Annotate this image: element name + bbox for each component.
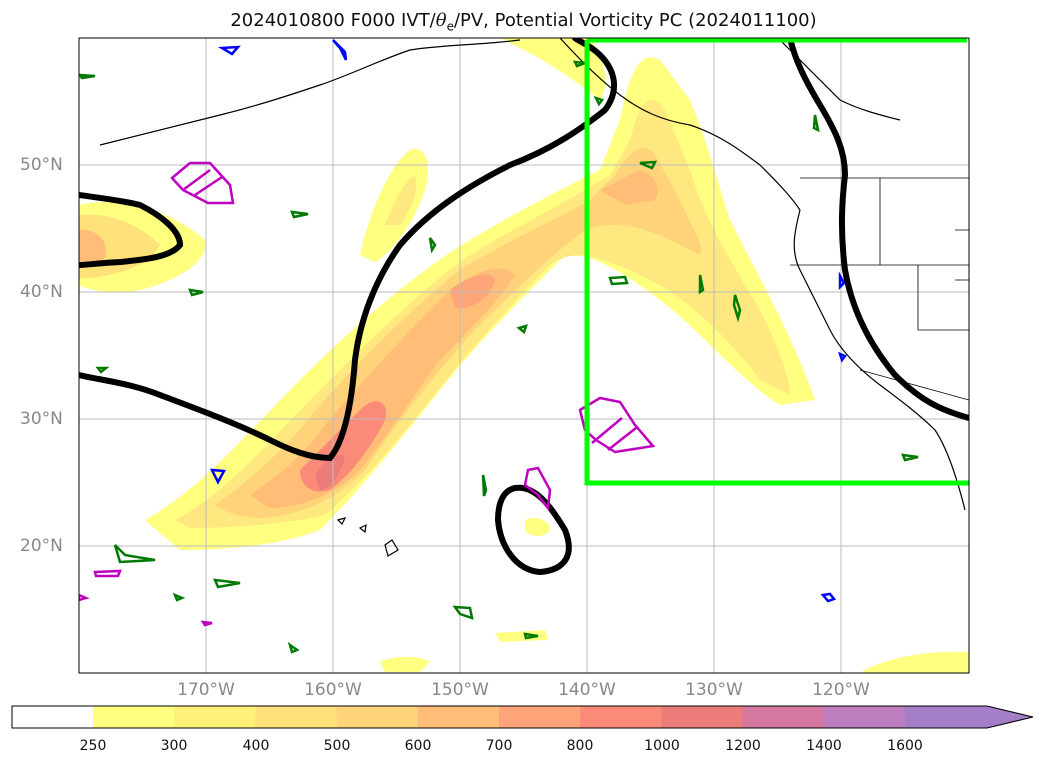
focus-region-box [584, 38, 969, 486]
colorbar-label: 300 [160, 738, 188, 754]
map-frame [78, 37, 970, 674]
lon-label-140w: 140°W [558, 680, 616, 700]
lon-label-160w: 160°W [304, 680, 362, 700]
pv-contours-green [79, 60, 919, 654]
colorbar-label: 500 [323, 738, 351, 754]
ivt-shading [79, 38, 969, 673]
colorbar-label: 1000 [644, 738, 680, 754]
lat-label-30n: 30°N [20, 409, 63, 429]
colorbar-segment [93, 706, 175, 728]
colorbar-label: 1400 [806, 738, 842, 754]
colorbar-segment [742, 706, 825, 728]
lon-label-170w: 170°W [177, 680, 235, 700]
plot-title: 2024010800 F000 IVT/θe/PV, Potential Vor… [230, 10, 817, 34]
colorbar-label: 1200 [725, 738, 761, 754]
state-borders [790, 177, 969, 401]
colorbar-label: 600 [404, 738, 432, 754]
colorbar-label: 1600 [887, 738, 923, 754]
theta-e-contours [79, 38, 969, 576]
colorbar-label: 400 [242, 738, 270, 754]
colorbar-segment [336, 706, 419, 728]
colorbar-segment [661, 706, 744, 728]
pv-contours-magenta [79, 161, 656, 627]
colorbar-segment [255, 706, 338, 728]
lat-label-40n: 40°N [20, 282, 63, 302]
colorbar [11, 705, 1034, 729]
lon-label-130w: 130°W [685, 680, 743, 700]
colorbar-segment [499, 706, 581, 728]
colorbar-label: 700 [485, 738, 513, 754]
colorbar-segment [580, 706, 662, 728]
colorbar-segment [823, 706, 906, 728]
colorbar-segment [174, 706, 256, 728]
lon-label-120w: 120°W [812, 680, 870, 700]
lat-label-20n: 20°N [20, 536, 63, 556]
colorbar-label: 800 [566, 738, 594, 754]
lon-label-150w: 150°W [431, 680, 489, 700]
colorbar-segment [417, 706, 500, 728]
lat-label-50n: 50°N [20, 155, 63, 175]
colorbar-label: 250 [79, 738, 107, 754]
colorbar-segment-below [12, 706, 93, 728]
pv-contours-blue [209, 39, 847, 603]
colorbar-segment [905, 706, 1033, 728]
